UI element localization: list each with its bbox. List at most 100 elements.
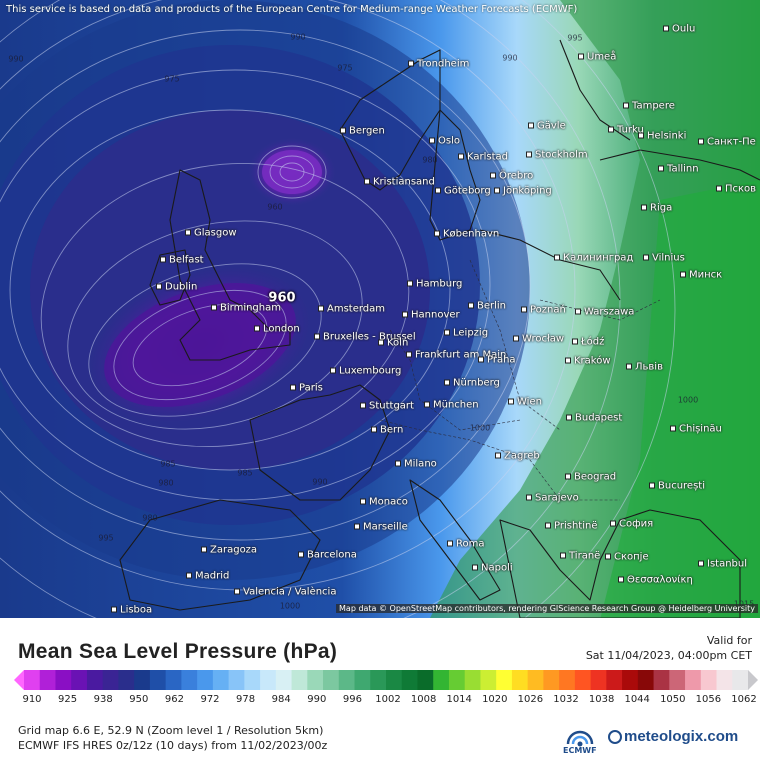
city-dot-icon [495, 452, 501, 459]
isobar-label: 995 [98, 533, 114, 543]
city-marker: Karlstad [458, 152, 508, 163]
colorbar-segment [685, 670, 702, 690]
city-marker: Göteborg [435, 186, 491, 197]
city-dot-icon [526, 151, 532, 158]
colorbar-tick-label: 950 [129, 694, 149, 705]
city-marker: Oulu [663, 24, 695, 35]
city-dot-icon [371, 426, 377, 433]
city-marker: Wrocław [513, 334, 564, 345]
city-dot-icon [408, 60, 414, 67]
city-dot-icon [211, 304, 217, 311]
city-dot-icon [578, 53, 584, 60]
colorbar-segment [228, 670, 245, 690]
colorbar-segment [700, 670, 718, 690]
isobar-label: 1000 [279, 601, 301, 611]
city-dot-icon [610, 520, 616, 527]
colorbar-max-arrow [748, 670, 758, 690]
city-marker: Roma [447, 539, 485, 550]
ecmwf-notice: This service is based on data and produc… [6, 4, 578, 15]
colorbar-segment [448, 670, 466, 690]
city-marker: Leipzig [444, 328, 488, 339]
city-marker: Paris [290, 383, 323, 394]
city-marker: Riga [641, 203, 672, 214]
isobar-label: 960 [267, 202, 283, 212]
low-center-label: 960 [268, 290, 296, 306]
city-dot-icon [680, 271, 686, 278]
city-marker: Jönköping [494, 186, 552, 197]
colorbar-segment [496, 670, 513, 690]
city-dot-icon [626, 363, 632, 370]
colorbar-tick-label: 1026 [517, 694, 544, 705]
city-dot-icon [201, 546, 207, 553]
colorbar-segment [275, 670, 293, 690]
colorbar-segment [244, 670, 261, 690]
city-dot-icon [468, 302, 474, 309]
city-dot-icon [508, 398, 514, 405]
city-dot-icon [658, 165, 664, 172]
city-marker: Калининград [554, 253, 633, 264]
city-marker: Tiranë [560, 551, 600, 562]
city-marker: Wien [508, 397, 542, 408]
colorbar-segment [401, 670, 418, 690]
city-dot-icon [560, 552, 566, 559]
colorbar-segment [323, 670, 340, 690]
city-dot-icon [186, 572, 192, 579]
city-dot-icon [608, 126, 614, 133]
colorbar-segment [134, 670, 151, 690]
city-dot-icon [447, 540, 453, 547]
city-marker: Łódź [572, 337, 604, 348]
city-marker: Amsterdam [318, 304, 385, 315]
city-marker: København [434, 229, 499, 240]
colorbar-segment [39, 670, 56, 690]
ecmwf-logo-icon[interactable] [560, 724, 600, 758]
city-marker: Budapest [566, 413, 622, 424]
city-dot-icon [494, 187, 500, 194]
city-marker: Valencia / València [234, 587, 336, 598]
city-marker: Madrid [186, 571, 229, 582]
city-marker: Napoli [472, 563, 513, 574]
city-marker: Санкт-Пе [698, 137, 756, 148]
colorbar-segment [197, 670, 214, 690]
city-dot-icon [649, 482, 655, 489]
city-marker: Praha [478, 355, 516, 366]
colorbar-tick-label: 1032 [553, 694, 579, 705]
legend-panel: Mean Sea Level Pressure (hPa) Valid for … [0, 618, 760, 760]
pressure-field [0, 0, 760, 618]
weather-map[interactable]: This service is based on data and produc… [0, 0, 760, 618]
isobar-label: 975 [337, 63, 353, 73]
city-dot-icon [444, 379, 450, 386]
colorbar-tick-label: 1038 [588, 694, 615, 705]
colorbar-segment [291, 670, 308, 690]
colorbar-segment [386, 670, 403, 690]
colorbar-segment [24, 670, 41, 690]
city-dot-icon [354, 523, 360, 530]
city-marker: Gävle [528, 121, 566, 132]
colorbar-tick-label: 1002 [375, 694, 401, 705]
colorbar-tick-label: 925 [58, 694, 78, 705]
city-dot-icon [572, 338, 578, 345]
colorbar-tick-label: 1008 [410, 694, 437, 705]
city-marker: Umeå [578, 52, 616, 63]
city-marker: Kristiansand [364, 177, 435, 188]
city-dot-icon [605, 553, 611, 560]
valid-datetime: Sat 11/04/2023, 04:00pm CET [585, 649, 752, 662]
city-marker: Nürnberg [444, 378, 500, 389]
city-marker: Kraków [565, 356, 611, 367]
isobar-label: 975 [164, 74, 180, 84]
colorbar-segment [260, 670, 277, 690]
colorbar-segment [574, 670, 592, 690]
colorbar-segment [606, 670, 623, 690]
isobar-label: 980 [142, 513, 158, 523]
city-marker: Frankfurt am Main [406, 350, 506, 361]
meteologix-logo[interactable]: meteologix.com [624, 728, 739, 745]
city-marker: Минск [680, 270, 722, 281]
city-marker: Milano [395, 459, 437, 470]
city-dot-icon [513, 335, 519, 342]
city-marker: Örebro [490, 171, 533, 182]
city-dot-icon [254, 325, 260, 332]
city-dot-icon [565, 473, 571, 480]
isobar-label: 1000 [677, 395, 699, 405]
city-marker: München [424, 400, 479, 411]
ecmwf-logo-text: ECMWF [563, 746, 597, 755]
city-dot-icon [490, 172, 496, 179]
